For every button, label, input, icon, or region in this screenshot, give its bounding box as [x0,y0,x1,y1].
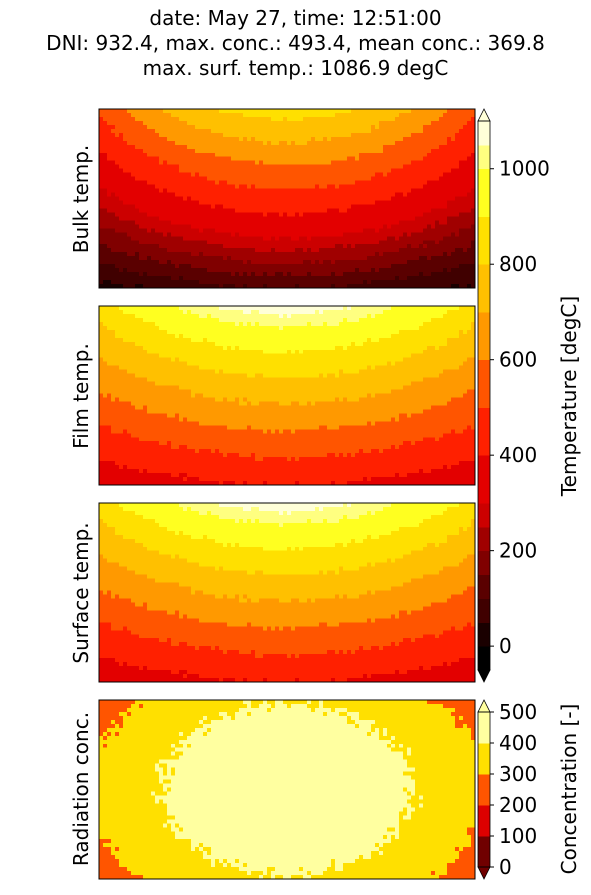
surface-temperature-field [99,503,475,682]
temperature-colorbar-swatch [478,574,490,599]
ylabel-bulk-temp: Bulk temp. [69,145,93,254]
temperature-colorbar-swatch [478,598,490,623]
concentration-colorbar-tick-label: 300 [499,762,537,786]
temperature-colorbar-swatch [478,455,490,504]
concentration-colorbar-swatch [478,712,490,744]
title-line-date: date: May 27, time: 12:51:00 [149,6,442,30]
temperature-colorbar-tick-label: 0 [499,634,512,658]
temperature-colorbar-swatch [478,216,490,265]
temperature-colorbar-tick-label: 600 [499,348,537,372]
temperature-colorbar-swatch [478,550,490,576]
radiation-concentration-panel [98,699,476,880]
concentration-colorbar-tick-label: 400 [499,731,537,755]
temperature-colorbar-label: Temperature [degC] [557,296,581,497]
bulk-temperature-frame [98,108,476,289]
temperature-colorbar-swatch [478,359,490,408]
temperature-colorbar-extend-min [477,669,491,683]
concentration-colorbar-extend-min [477,866,491,880]
temperature-colorbar-swatch [478,144,490,170]
bulk-temperature-panel [98,108,476,289]
radiation-concentration-frame [98,699,476,880]
film-temperature-frame [98,305,476,486]
temperature-colorbar-swatch [478,311,490,361]
figure-title: date: May 27, time: 12:51:00 DNI: 932.4,… [0,6,591,81]
surface-temperature-frame [98,502,476,683]
temperature-colorbar-swatch [478,502,490,528]
temperature-colorbar-tick-label: 200 [499,539,537,563]
temperature-colorbar-swatch [478,407,490,456]
bulk-temperature-field [99,109,475,288]
temperature-colorbar: 0 200 400 600 800 1000 [477,108,550,683]
temperature-colorbar-tick-label: 1000 [499,157,550,181]
title-line-max-temp: max. surf. temp.: 1086.9 degC [142,56,449,80]
title-line-dni: DNI: 932.4, max. conc.: 493.4, mean conc… [46,31,545,55]
concentration-colorbar-swatch [478,805,490,837]
radiation-concentration-field [99,700,475,879]
concentration-colorbar-outline [477,711,491,868]
concentration-colorbar-swatch [478,774,490,806]
concentration-colorbar-label: Concentration [-] [557,704,581,875]
ylabel-radiation-conc: Radiation conc. [69,712,93,866]
film-temperature-panel [98,305,476,486]
temperature-colorbar-extend-max [477,108,491,122]
concentration-colorbar-tick-label: 200 [499,793,537,817]
concentration-colorbar-tick-label: 100 [499,824,537,848]
concentration-colorbar-tick-label: 0 [499,855,512,879]
concentration-colorbar-extend-max [477,699,491,713]
concentration-colorbar: 0 100 200 300 400 500 [477,699,537,880]
surface-temperature-panel [98,502,476,683]
temperature-colorbar-swatch [478,622,490,647]
concentration-colorbar-swatch [478,743,490,775]
temperature-colorbar-outline [477,120,491,671]
temperature-colorbar-tick-label: 800 [499,252,537,276]
film-temperature-field [99,306,475,485]
temperature-colorbar-swatch [478,646,490,671]
temperature-colorbar-swatch [478,526,490,552]
temperature-colorbar-swatch [478,168,490,217]
ylabel-film-temp: Film temp. [69,343,93,449]
ylabel-surface-temp: Surface temp. [69,522,93,663]
concentration-colorbar-swatch [478,836,490,868]
temperature-colorbar-swatch [478,264,490,313]
temperature-colorbar-tick-label: 400 [499,443,537,467]
concentration-colorbar-tick-label: 500 [499,700,537,724]
temperature-colorbar-swatch [478,121,490,146]
